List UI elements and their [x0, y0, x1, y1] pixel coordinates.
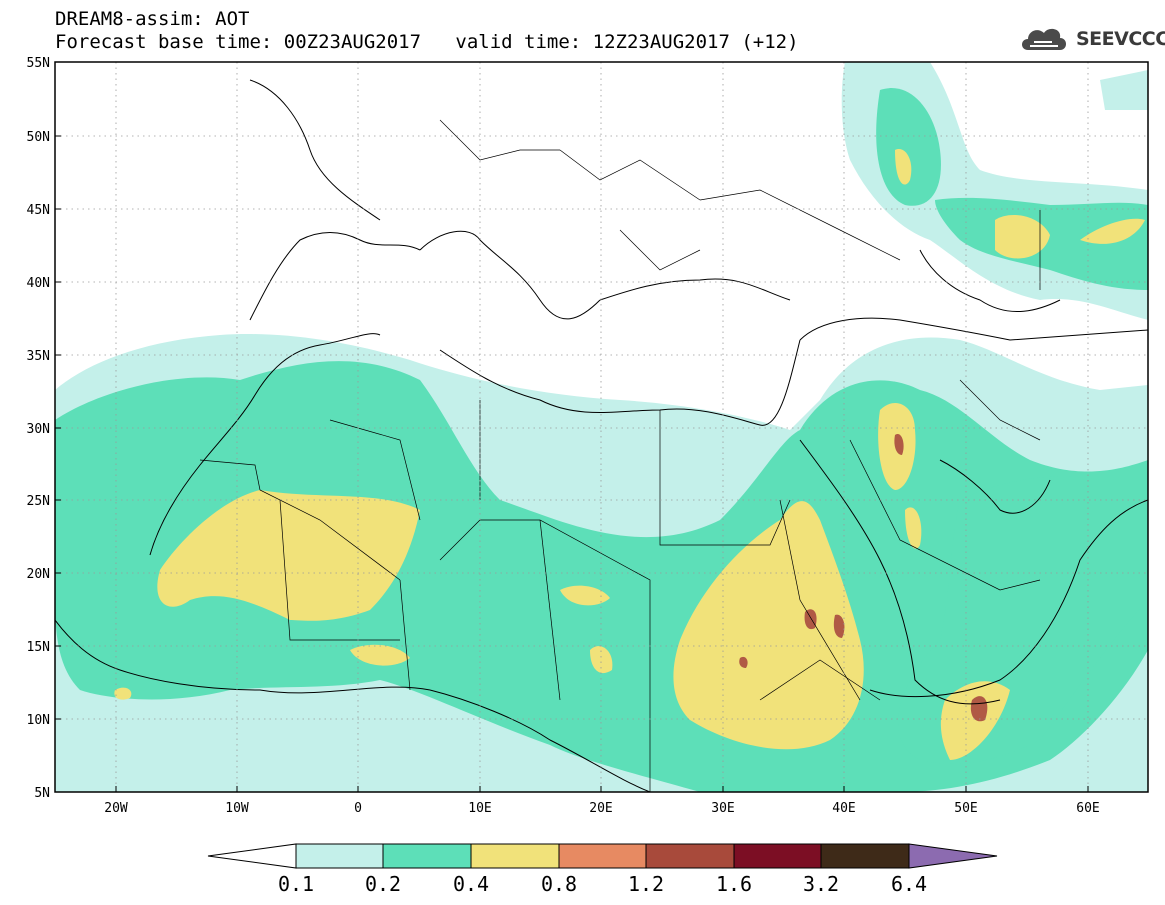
seevccc-logo: SEEVCCC	[1018, 24, 1165, 54]
colorbar-swatch	[645, 843, 735, 869]
aot-contours	[55, 62, 1148, 792]
lon-label: 20E	[589, 801, 612, 816]
lon-label: 0	[354, 801, 362, 816]
tick-marks	[55, 61, 1089, 793]
latitude-labels: 55N 50N 45N 40N 35N 30N 25N 20N 15N 10N …	[27, 56, 50, 801]
aot-band-0.8-1.2	[739, 434, 988, 722]
colorbar: 0.1 0.2 0.4 0.8 1.2 1.6 3.2 6.4	[207, 843, 998, 896]
longitude-labels: 20W 10W 0 10E 20E 30E 40E 50E 60E	[104, 801, 1099, 816]
colorbar-swatch	[382, 843, 472, 869]
lon-label: 10E	[468, 801, 491, 816]
country-borders	[199, 119, 1041, 792]
lon-label: 10W	[225, 801, 249, 816]
forecast-times: Forecast base time: 00Z23AUG2017 valid t…	[55, 31, 799, 53]
lat-label: 50N	[27, 130, 50, 145]
lat-label: 5N	[34, 786, 50, 801]
colorbar-low-arrow	[207, 843, 297, 869]
coastlines	[55, 79, 1148, 792]
lon-label: 30E	[711, 801, 734, 816]
lat-label: 55N	[27, 56, 50, 71]
lat-label: 25N	[27, 494, 50, 509]
map-title: DREAM8-assim: AOT	[55, 8, 250, 30]
colorbar-high-arrow	[908, 843, 998, 869]
colorbar-swatch	[295, 843, 384, 869]
logo-text: SEEVCCC	[1076, 28, 1165, 50]
grid-lines	[55, 62, 1148, 792]
lat-label: 15N	[27, 640, 50, 655]
colorbar-swatch	[558, 843, 647, 869]
lon-label: 20W	[104, 801, 128, 816]
colorbar-swatch	[820, 843, 910, 869]
lon-label: 60E	[1076, 801, 1099, 816]
colorbar-swatch	[470, 843, 560, 869]
colorbar-label: 0.2	[365, 872, 401, 896]
colorbar-label: 0.1	[278, 872, 314, 896]
valid-time: valid time: 12Z23AUG2017 (+12)	[455, 31, 799, 53]
colorbar-swatch	[733, 843, 822, 869]
lat-label: 20N	[27, 567, 50, 582]
colorbar-label: 0.4	[453, 872, 489, 896]
lat-label: 10N	[27, 713, 50, 728]
aot-band-0.4-0.8	[114, 149, 1145, 760]
lat-label: 40N	[27, 276, 50, 291]
lat-label: 30N	[27, 422, 50, 437]
colorbar-label: 6.4	[891, 872, 927, 896]
colorbar-label: 1.2	[628, 872, 664, 896]
colorbar-label: 0.8	[541, 872, 577, 896]
lat-label: 45N	[27, 203, 50, 218]
colorbar-label: 3.2	[803, 872, 839, 896]
cloud-icon	[1022, 28, 1066, 50]
lat-label: 35N	[27, 349, 50, 364]
lon-label: 40E	[832, 801, 855, 816]
lon-label: 50E	[954, 801, 977, 816]
forecast-base-time: Forecast base time: 00Z23AUG2017	[55, 31, 422, 53]
colorbar-label: 1.6	[716, 872, 752, 896]
